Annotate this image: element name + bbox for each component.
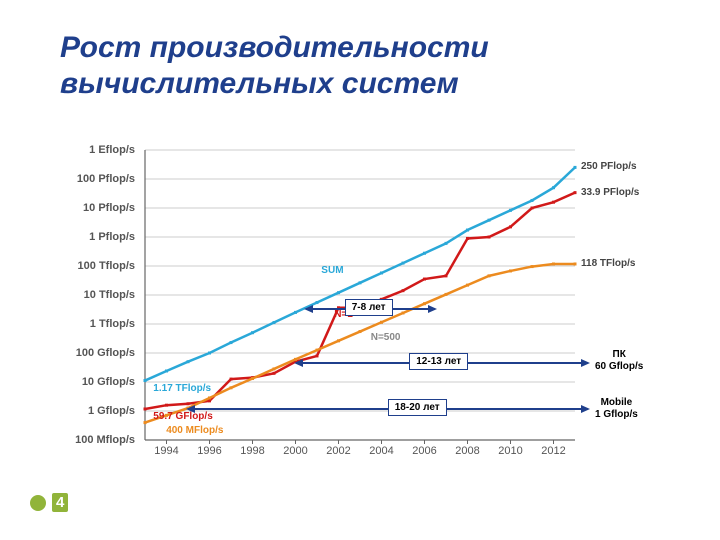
- series-start-label: 59.7 GFlop/s: [153, 411, 212, 422]
- series-end-label: 250 PFlop/s: [581, 161, 637, 172]
- y-axis-label: 100 Pflop/s: [75, 173, 135, 185]
- x-axis-label: 1998: [240, 445, 264, 457]
- y-axis-label: 100 Mflop/s: [75, 434, 135, 446]
- series-start-label: 400 MFlop/s: [166, 425, 223, 436]
- performance-chart: 100 Mflop/s 1 Gflop/s 10 Gflop/s 100 Gflop/…: [70, 140, 670, 480]
- y-axis-label: 1 Pflop/s: [75, 231, 135, 243]
- y-axis-label: 1 Tflop/s: [75, 318, 135, 330]
- y-axis-label: 10 Pflop/s: [75, 202, 135, 214]
- y-axis-label: 100 Tflop/s: [75, 260, 135, 272]
- side-label: Mobile1 Gflop/s: [595, 397, 638, 421]
- series-inline-label: N=500: [371, 332, 401, 343]
- series-SUM: [145, 167, 575, 380]
- y-axis-label: 1 Gflop/s: [75, 405, 135, 417]
- x-axis-label: 2004: [369, 445, 393, 457]
- series-end-label: 33.9 PFlop/s: [581, 187, 639, 198]
- bullet-icon: [30, 495, 46, 511]
- series-end-label: 118 TFlop/s: [581, 258, 635, 269]
- side-label: ПК60 Gflop/s: [595, 349, 643, 373]
- y-axis-label: 1 Eflop/s: [75, 144, 135, 156]
- y-axis-label: 10 Tflop/s: [75, 289, 135, 301]
- slide-title: Рост производительности вычислительных с…: [60, 30, 660, 102]
- x-axis-label: 2008: [455, 445, 479, 457]
- gap-box: 7-8 лет: [345, 299, 393, 316]
- x-axis-label: 1994: [154, 445, 178, 457]
- x-axis-label: 2010: [498, 445, 522, 457]
- series-inline-label: SUM: [321, 265, 343, 276]
- x-axis-label: 2002: [326, 445, 350, 457]
- y-axis-label: 100 Gflop/s: [75, 347, 135, 359]
- x-axis-label: 2000: [283, 445, 307, 457]
- page-number: 4: [52, 493, 68, 512]
- gap-box: 18-20 лет: [388, 399, 447, 416]
- y-axis-label: 10 Gflop/s: [75, 376, 135, 388]
- series-start-label: 1.17 TFlop/s: [153, 383, 211, 394]
- slide: Рост производительности вычислительных с…: [0, 0, 720, 540]
- gap-box: 12-13 лет: [409, 353, 468, 370]
- x-axis-label: 2006: [412, 445, 436, 457]
- x-axis-label: 1996: [197, 445, 221, 457]
- x-axis-label: 2012: [541, 445, 565, 457]
